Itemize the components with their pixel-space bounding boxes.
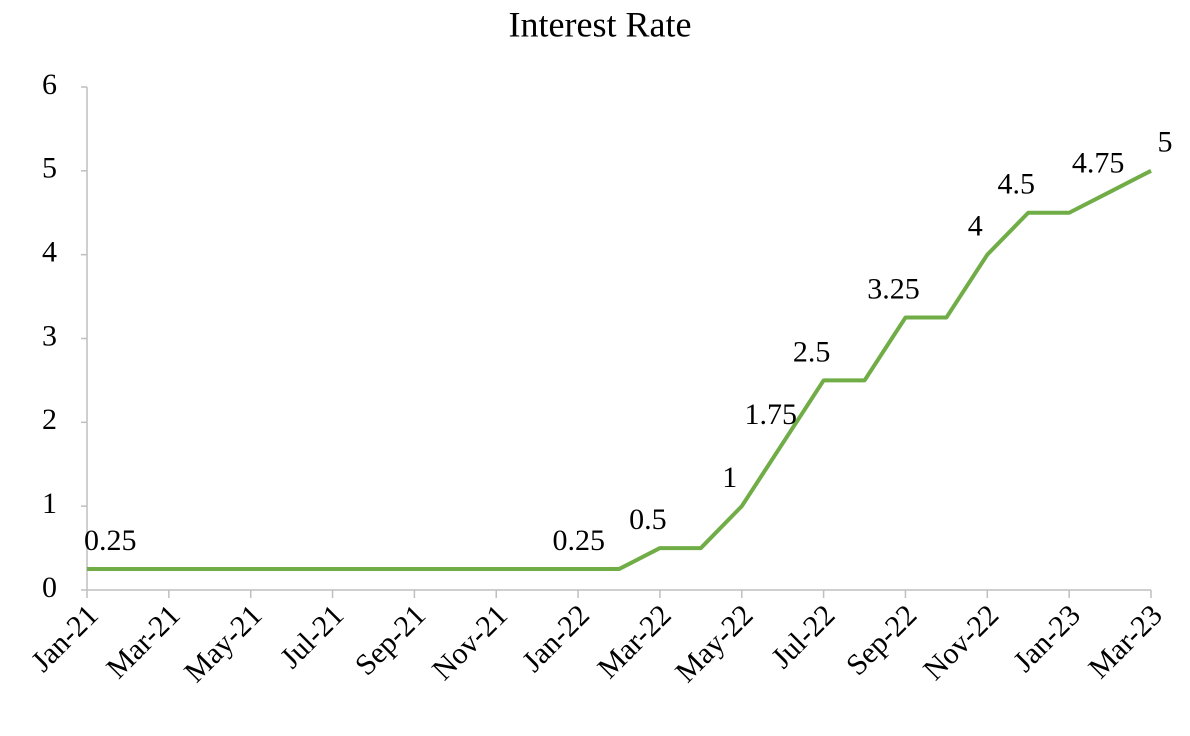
data-label: 0.25: [553, 524, 606, 557]
x-tick-label: Sep-21: [349, 598, 432, 681]
x-tick-label: Nov-21: [426, 598, 514, 686]
x-tick-label: Jan-22: [516, 598, 596, 678]
x-tick-label: Mar-21: [100, 598, 187, 685]
y-tick-label: 5: [42, 152, 57, 185]
data-label: 3.25: [867, 272, 920, 305]
y-tick-label: 6: [42, 68, 57, 101]
data-label: 4.5: [997, 168, 1035, 201]
y-tick-label: 1: [42, 487, 57, 520]
x-tick-label: Jul-21: [274, 598, 350, 674]
data-label: 1.75: [744, 398, 797, 431]
x-tick-label: Nov-22: [917, 598, 1005, 686]
data-label: 4: [968, 210, 983, 243]
data-label: 5: [1158, 126, 1173, 159]
x-tick-label: May-22: [669, 598, 759, 688]
x-tick-label: Mar-23: [1082, 598, 1169, 685]
y-tick-label: 0: [42, 571, 57, 604]
y-tick-label: 4: [42, 236, 57, 269]
data-label: 1: [722, 461, 737, 494]
x-tick-label: May-21: [178, 598, 268, 688]
chart-title: Interest Rate: [509, 4, 692, 44]
y-tick-label: 2: [42, 403, 57, 436]
data-label: 0.25: [84, 524, 137, 557]
line: [87, 169, 1152, 572]
x-tick-label: Jul-22: [765, 598, 841, 674]
x-tick-label: Mar-22: [591, 598, 678, 685]
x-tick-label: Sep-22: [840, 598, 923, 681]
x-tick-label: Jan-21: [25, 598, 105, 678]
x-tick-label: Jan-23: [1007, 598, 1087, 678]
y-tick-label: 3: [42, 319, 57, 352]
data-label: 0.5: [629, 503, 667, 536]
data-label: 4.75: [1072, 147, 1125, 180]
data-label: 2.5: [793, 335, 831, 368]
